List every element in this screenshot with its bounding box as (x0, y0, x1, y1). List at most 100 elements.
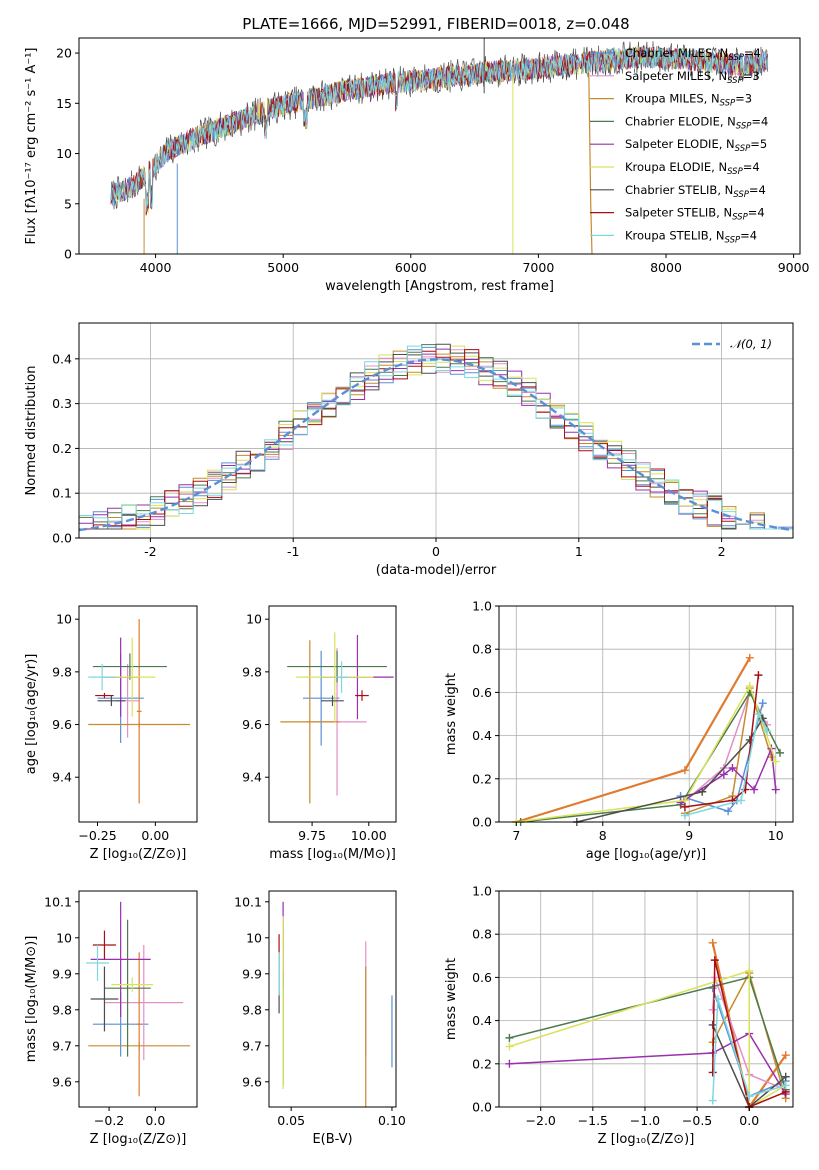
weight-marker (708, 1020, 717, 1029)
y-axis-label: mass weight (444, 673, 459, 755)
x-tick-label: 8000 (650, 260, 682, 275)
panels: 4000 5000 6000 7000 8000 900005101520waveleng… (24, 37, 810, 1147)
legend-text: =4 (744, 46, 761, 60)
x-tick-label: 9 (685, 828, 693, 843)
y-tick-label: 0.0 (472, 1100, 492, 1115)
weight-marker (754, 671, 763, 680)
y-tick-label: 10 (246, 612, 262, 627)
x-tick-label: −0.25 (78, 828, 116, 843)
legend-text: Kroupa MILES, N (625, 92, 720, 106)
weight-marker (708, 984, 717, 993)
y-tick-label: 9.4 (242, 770, 262, 785)
y-tick-label: 9.7 (242, 1038, 262, 1053)
axes-frame (498, 605, 794, 823)
x-axis-label: age [log₁₀(age/yr)] (586, 847, 707, 862)
legend-entry: Chabrier STELIB, NSSP=4 (625, 183, 766, 200)
y-tick-label: 9.9 (52, 966, 72, 981)
legend-text: =4 (743, 160, 760, 174)
y-tick-label: 9.8 (52, 1002, 72, 1017)
legend-text: Chabrier ELODIE, N (625, 114, 736, 128)
x-tick-label: -2 (144, 544, 156, 559)
residuals-panel: -2 -1 0 1 2 0.0 0.1 0.2 0.3 0.4 (data-model)/error… (24, 322, 794, 578)
weight-marker (505, 1042, 514, 1051)
legend-subscript: SSP (725, 235, 741, 245)
x-tick-label: −0.2 (94, 1113, 124, 1128)
weight-marker (728, 764, 737, 772)
legend-entry: Kroupa ELODIE, NSSP=4 (625, 160, 760, 177)
legend-entry: Chabrier MILES, NSSP=4 (625, 46, 761, 63)
y-tick-label: 0.8 (472, 927, 492, 942)
x-tick-label: 0 (432, 544, 440, 559)
weight-line (711, 959, 786, 1109)
y-tick-label: 9.9 (242, 966, 262, 981)
weight-line (711, 998, 786, 1101)
weight-marker (708, 1096, 717, 1105)
legend-entry: Kroupa STELIB, NSSP=4 (625, 228, 757, 245)
legend-subscript: SSP (727, 167, 743, 177)
weight-marker (698, 787, 707, 796)
figure-title: PLATE=1666, MJD=52991, FIBERID=0018, z=0… (242, 15, 629, 33)
axes-frame (78, 890, 198, 1108)
mass_vs_ebv-panel: 0.05 0.10 9.6 9.7 9.8 9.9 10 10.1 E(B-V) (234, 890, 406, 1147)
weight-marker (781, 1081, 790, 1090)
y-tick-label: 9.6 (242, 1074, 262, 1089)
y-axis-label: mass [log₁₀(M/M⊙)] (24, 936, 39, 1063)
x-tick-label: 10 (768, 828, 784, 843)
axes-frame (498, 890, 794, 1108)
weight-marker (763, 727, 772, 736)
legend-text: Salpeter ELODIE, N (625, 137, 735, 151)
y-tick-label: 5 (64, 196, 72, 211)
y-tick-label: 0.2 (52, 441, 72, 456)
y-axis-label: Normed distribution (24, 366, 39, 496)
y-tick-label: 0.1 (52, 486, 72, 501)
axes-frame (268, 605, 397, 823)
y-tick-label: 0.6 (472, 685, 492, 700)
y-tick-label: 0.0 (52, 531, 72, 546)
legend-subscript: SSP (733, 190, 749, 200)
weight-line (684, 687, 773, 815)
y-tick-label: 15 (56, 96, 72, 111)
legend-text: Kroupa STELIB, N (625, 228, 725, 242)
y-tick-label: 0.4 (472, 1013, 492, 1028)
weight-line (680, 748, 777, 804)
errorbar-group (85, 901, 191, 1097)
y-axis-label: mass weight (444, 958, 459, 1040)
x-tick-label: 8 (599, 828, 607, 843)
normal-curve (79, 358, 793, 532)
weight-line (509, 1032, 787, 1095)
axes-frame (78, 605, 198, 823)
weight-marker (676, 798, 685, 807)
histogram-step (79, 344, 793, 530)
weight-marker (750, 785, 759, 794)
y-tick-label: 0.2 (472, 771, 492, 786)
weight-marker (708, 1005, 717, 1014)
y-tick-label: 0.3 (52, 396, 72, 411)
age_vs_Z-panel: −0.25 0.00 9.4 9.6 9.8 10 Z [log₁₀(Z/Z⊙)] age [… (24, 605, 198, 862)
x-tick-label: −2.0 (526, 1113, 556, 1128)
x-axis-label: mass [log₁₀(M/M⊙)] (269, 847, 396, 862)
spectrum-panel: 4000 5000 6000 7000 8000 9000 0 5 10 15 20 waveleng… (24, 37, 810, 294)
x-tick-label: 7000 (522, 260, 554, 275)
legend-subscript: SSP (727, 76, 743, 86)
legend-subscript: SSP (732, 213, 748, 223)
weight-marker (771, 785, 780, 794)
x-tick-label: 0.0 (145, 1113, 165, 1128)
weight-line (684, 711, 768, 817)
weight-marker (708, 1068, 717, 1077)
weight-line (515, 657, 751, 824)
x-tick-label: 9000 (778, 260, 810, 275)
y-tick-label: 9.8 (242, 1002, 262, 1017)
spectrum-drop (588, 73, 593, 254)
legend-text: =4 (748, 206, 765, 220)
weight-marker (680, 802, 689, 811)
x-axis-label: wavelength [Angstrom, rest frame] (325, 279, 554, 294)
legend-entry: Chabrier ELODIE, NSSP=4 (625, 114, 768, 131)
legend-text: Salpeter STELIB, N (625, 206, 732, 220)
x-axis-label: Z [log₁₀(Z/Z⊙)] (598, 1132, 695, 1147)
legend-text: =3 (735, 92, 752, 106)
y-tick-label: 9.6 (52, 1074, 72, 1089)
x-tick-label: 9.75 (298, 828, 326, 843)
y-tick-label: 0.6 (472, 970, 492, 985)
histogram-step (79, 348, 793, 530)
